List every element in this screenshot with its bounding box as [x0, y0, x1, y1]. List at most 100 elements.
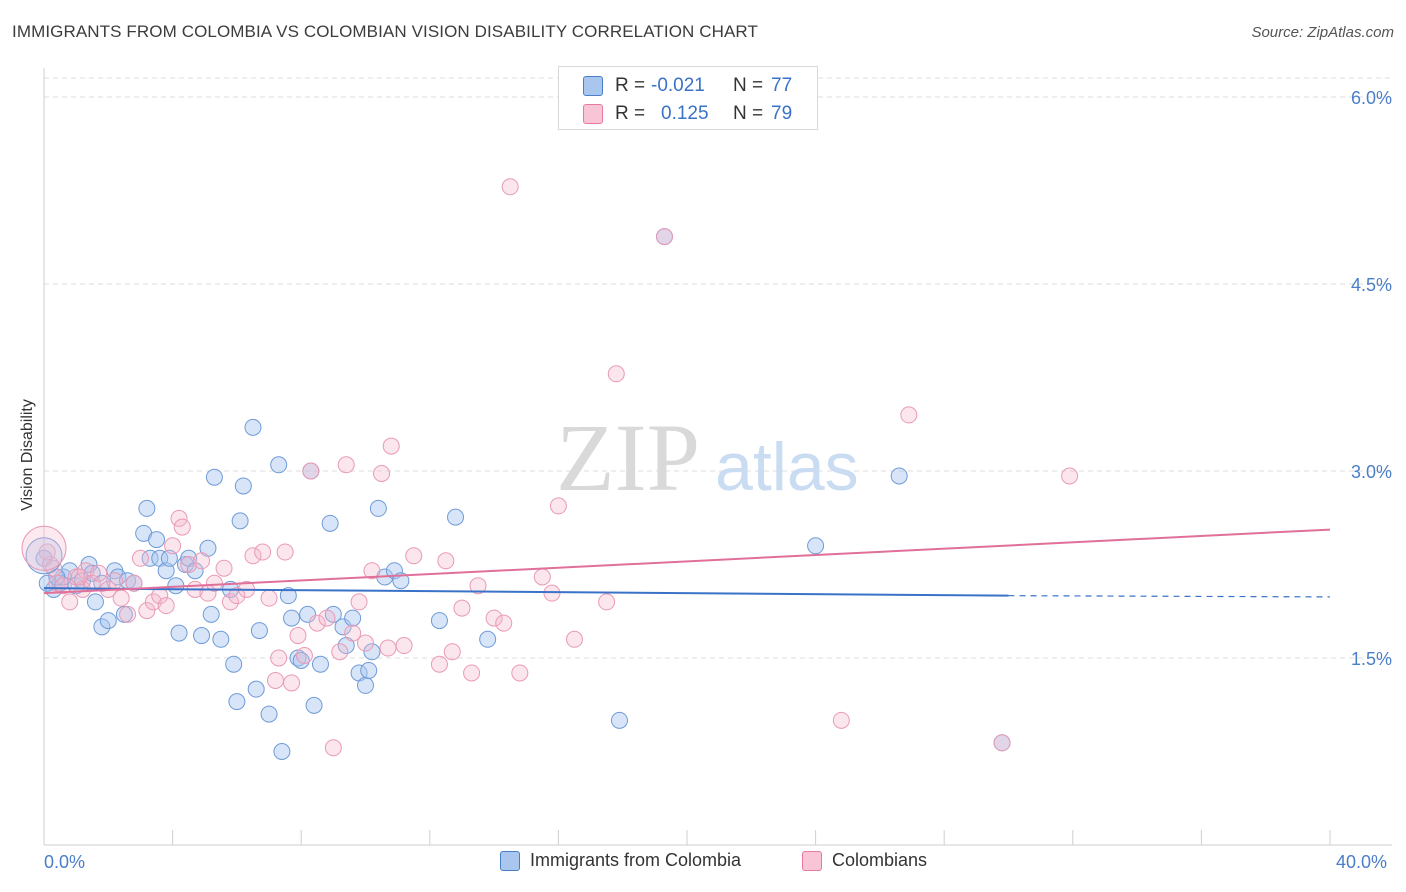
point-immigrants [610, 711, 628, 729]
point-colombians [302, 462, 320, 480]
legend-label: Immigrants from Colombia [530, 850, 742, 870]
point-colombians [485, 609, 503, 627]
x-min-label: 0.0% [44, 852, 86, 872]
point-colombians [511, 664, 529, 682]
y-tick-label: 6.0% [1351, 88, 1392, 108]
point-colombians [266, 671, 284, 689]
point-immigrants [25, 537, 63, 575]
point-colombians [363, 562, 381, 580]
point-immigrants [244, 418, 262, 436]
point-immigrants [160, 549, 178, 567]
point-colombians [106, 572, 124, 590]
point-colombians [379, 639, 397, 657]
point-colombians [289, 627, 307, 645]
point-colombians [270, 649, 288, 667]
point-colombians [205, 574, 223, 592]
point-immigrants [321, 514, 339, 532]
y-tick-label: 3.0% [1351, 462, 1392, 482]
point-colombians [549, 497, 567, 515]
r-value: -0.021 [651, 75, 705, 96]
point-colombians [38, 543, 56, 561]
point-immigrants [292, 651, 310, 669]
r-label: R = [615, 103, 646, 124]
point-colombians [900, 406, 918, 424]
r-value: 0.125 [661, 103, 709, 124]
n-label: N = [733, 75, 764, 96]
point-colombians [430, 655, 448, 673]
point-immigrants [479, 630, 497, 648]
correlation-legend: R = -0.021 N = 77 R = 0.125 N = 79 [558, 66, 818, 130]
point-immigrants [283, 609, 301, 627]
n-label: N = [733, 103, 764, 124]
point-immigrants [157, 562, 175, 580]
point-colombians [463, 664, 481, 682]
point-colombians [193, 552, 211, 570]
gridlines [44, 77, 1392, 659]
point-immigrants [228, 693, 246, 711]
point-immigrants [138, 499, 156, 517]
point-immigrants [86, 593, 104, 611]
point-colombians [395, 637, 413, 655]
trend-lines [43, 528, 1331, 598]
point-immigrants [170, 624, 188, 642]
point-colombians [543, 584, 561, 602]
point-colombians [598, 593, 616, 611]
point-colombians [533, 568, 551, 586]
point-colombians [350, 593, 368, 611]
n-value: 77 [771, 75, 793, 96]
point-colombians [832, 711, 850, 729]
point-immigrants [279, 587, 297, 605]
x-max-label: 40.0% [1336, 852, 1388, 872]
point-colombians [260, 589, 278, 607]
point-immigrants [202, 605, 220, 623]
point-colombians [344, 624, 362, 642]
point-colombians [318, 609, 336, 627]
watermark-zip: ZIP [556, 404, 700, 511]
point-colombians [138, 602, 156, 620]
point-colombians [61, 593, 79, 611]
point-colombians [70, 568, 88, 586]
point-immigrants [234, 477, 252, 495]
point-colombians [357, 634, 374, 652]
point-immigrants [299, 605, 317, 623]
point-immigrants [357, 676, 374, 694]
point-colombians [337, 456, 355, 474]
point-colombians [131, 549, 149, 567]
point-immigrants [363, 643, 381, 661]
series-legend: Immigrants from Colombia Colombians [0, 850, 1406, 880]
point-colombians [170, 509, 188, 527]
point-immigrants [270, 456, 288, 474]
point-colombians [21, 525, 67, 571]
point-immigrants [193, 627, 211, 645]
point-colombians [164, 537, 182, 555]
point-colombians [54, 577, 72, 595]
point-colombians [125, 574, 143, 592]
point-immigrants [225, 655, 243, 673]
point-colombians [501, 178, 519, 196]
r-label: R = [615, 75, 646, 96]
point-immigrants [231, 512, 249, 530]
point-colombians [90, 564, 108, 582]
point-immigrants [212, 630, 230, 648]
chart-title: IMMIGRANTS FROM COLOMBIA VS COLOMBIAN VI… [12, 22, 758, 41]
pink-swatch [583, 104, 603, 124]
legend-label: Colombians [832, 850, 928, 870]
y-tick-label: 1.5% [1351, 649, 1392, 669]
point-colombians [565, 630, 583, 648]
point-immigrants [93, 618, 111, 636]
point-immigrants [247, 680, 265, 698]
trend-line-colombians [43, 528, 1331, 595]
legend-item-colombians[interactable]: Colombians [802, 850, 927, 871]
point-colombians [655, 228, 673, 246]
point-colombians [173, 518, 191, 536]
point-immigrants [334, 618, 352, 636]
point-colombians [283, 674, 301, 692]
point-colombians [144, 593, 162, 611]
point-colombians [437, 552, 455, 570]
legend-item-immigrants[interactable]: Immigrants from Colombia [500, 850, 741, 871]
point-immigrants [205, 468, 223, 486]
point-colombians [276, 543, 294, 561]
y-tick-labels: 1.5% 3.0% 4.5% 6.0% [1351, 88, 1392, 669]
blue-swatch [500, 850, 520, 871]
